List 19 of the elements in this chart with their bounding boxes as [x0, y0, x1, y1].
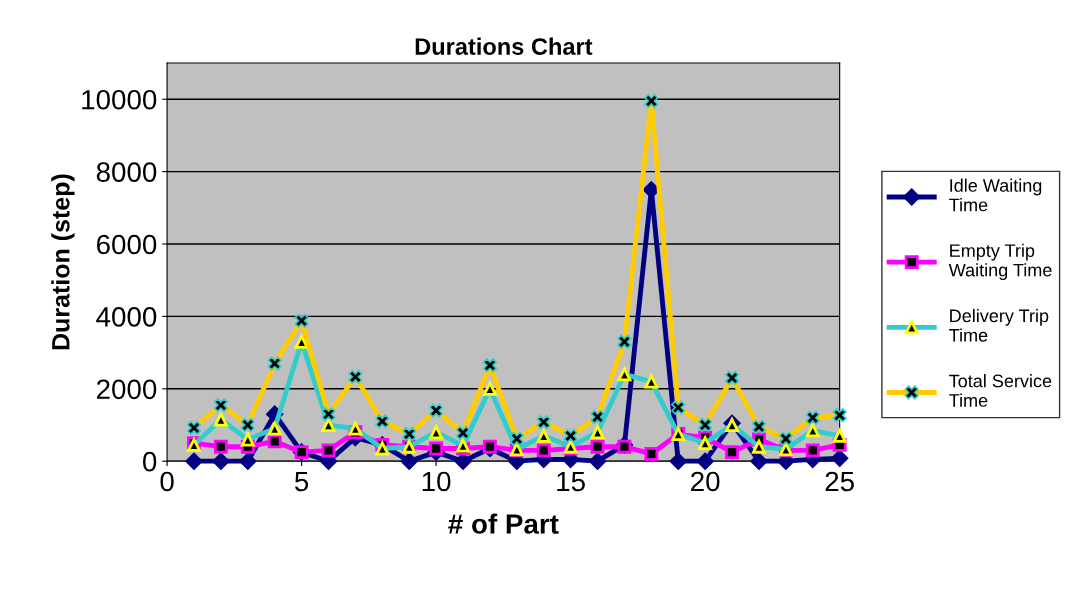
x-tick-label: 25 [825, 471, 854, 492]
legend-label: Delivery Trip Time [949, 308, 1049, 342]
x-tick-label: 10 [422, 471, 451, 492]
y-axis-title: Duration (step) [51, 174, 75, 350]
legend-label: Idle Waiting Time [949, 178, 1042, 212]
y-tick-label: 2000 [96, 379, 157, 400]
y-tick-label: 4000 [96, 307, 157, 327]
y-tick-label: 0 [142, 451, 157, 472]
x-tick-label: 15 [557, 471, 585, 492]
y-tick-label: 8000 [96, 162, 157, 182]
x-tick-label: 0 [160, 471, 174, 492]
x-tick-label: 20 [691, 471, 720, 492]
x-axis-title: # of Part [448, 513, 559, 534]
legend-label: Empty Trip Waiting Time [948, 243, 1052, 281]
chart-title: Durations Chart [415, 37, 593, 55]
x-tick-label: 5 [294, 471, 309, 492]
legend-label: Total Service Time [949, 374, 1052, 407]
y-tick-label: 10000 [82, 89, 157, 110]
y-tick-label: 6000 [96, 234, 157, 255]
